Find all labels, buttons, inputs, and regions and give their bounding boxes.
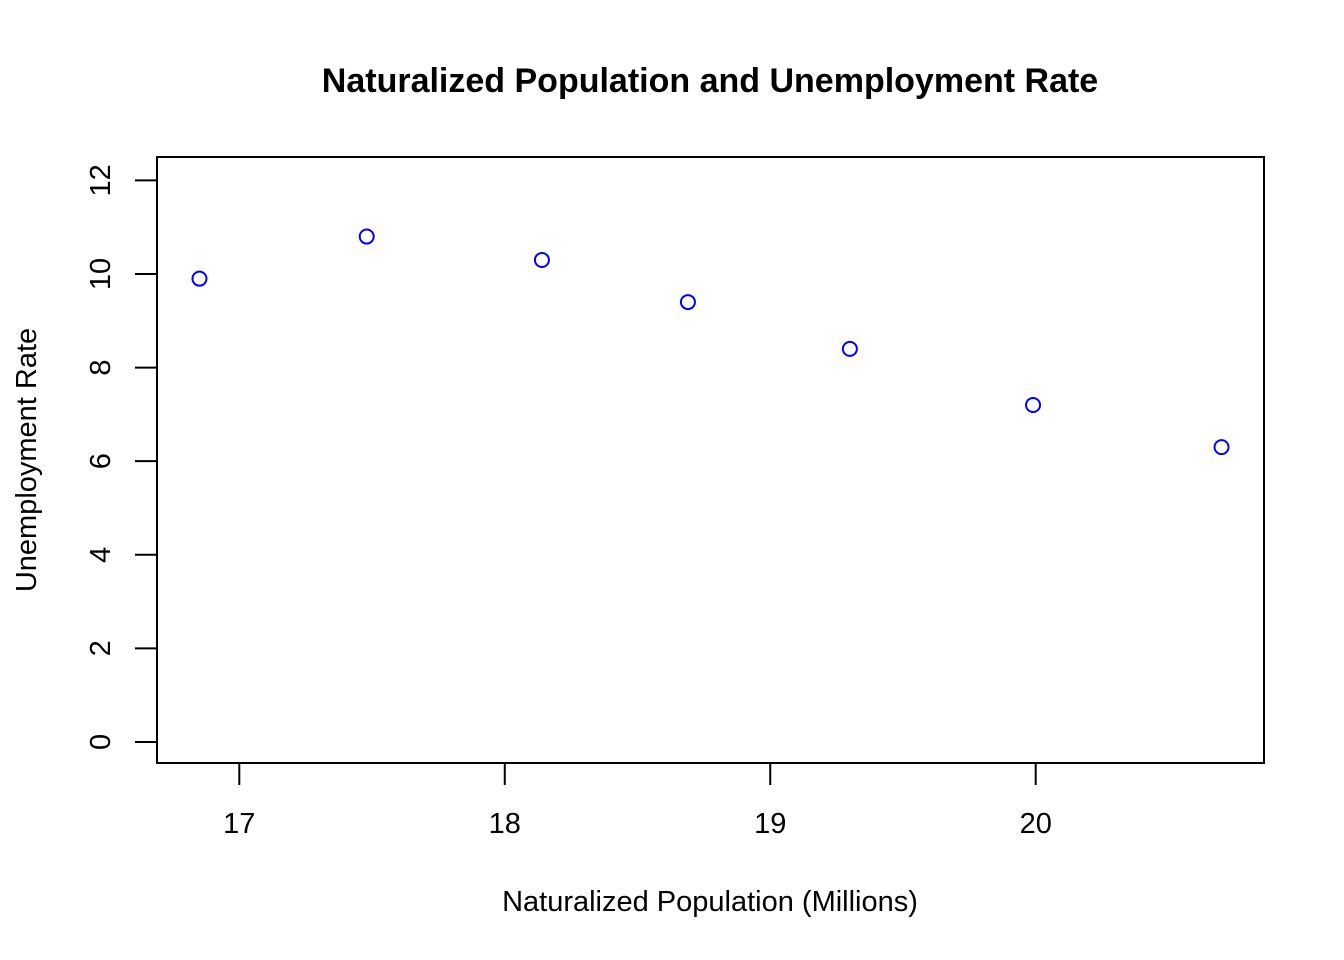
y-tick-label: 0 (85, 734, 117, 750)
x-tick-label: 18 (489, 808, 521, 840)
y-tick-label: 8 (85, 360, 117, 376)
y-tick-label: 6 (85, 453, 117, 469)
y-axis-label: Unemployment Rate (11, 328, 43, 592)
data-point (1025, 397, 1042, 414)
data-point (679, 294, 696, 311)
data-point (358, 228, 375, 245)
data-points (191, 228, 1230, 456)
chart-title: Naturalized Population and Unemployment … (322, 62, 1098, 100)
y-tick-label: 2 (85, 640, 117, 656)
data-point (1213, 439, 1230, 456)
data-point (841, 340, 858, 357)
y-axis: 0 2 4 6 8 10 12 (85, 164, 158, 750)
y-tick-label: 10 (85, 258, 117, 290)
x-tick-label: 20 (1020, 808, 1052, 840)
x-tick-label: 17 (223, 808, 255, 840)
x-axis: 17 18 19 20 (223, 762, 1052, 840)
data-point (533, 251, 550, 268)
x-axis-label: Naturalized Population (Millions) (502, 886, 918, 918)
y-tick-label: 12 (85, 164, 117, 196)
y-tick-label: 4 (85, 547, 117, 563)
plot-area (156, 156, 1265, 764)
x-tick-label: 19 (754, 808, 786, 840)
data-point (191, 270, 208, 287)
